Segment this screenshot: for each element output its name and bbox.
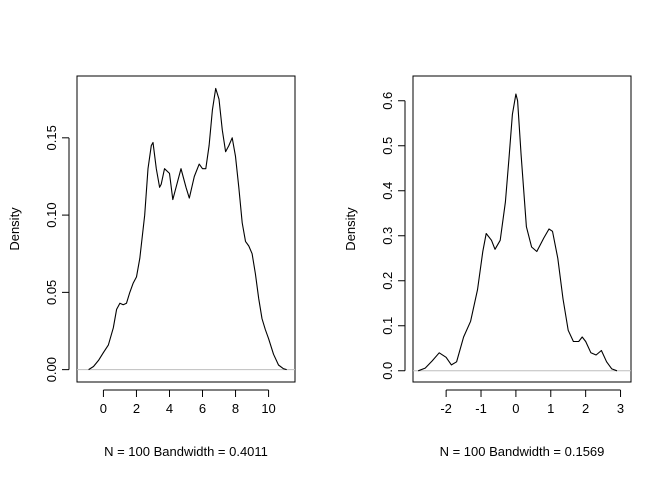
chart0-x-tick-label: 0 xyxy=(100,401,107,416)
chart0-y-tick-label: 0.05 xyxy=(44,280,59,305)
chart0-density-curve xyxy=(88,87,287,371)
chart1-y-tick-label: 0.3 xyxy=(380,227,395,245)
chart0-y-tick-label: 0.15 xyxy=(44,125,59,150)
chart1-plot-frame xyxy=(412,75,632,383)
chart0-x-axis-title: N = 100 Bandwidth = 0.4011 xyxy=(104,444,268,459)
chart1-y-tick-label: 0.1 xyxy=(380,317,395,335)
chart0-x-tick-label: 4 xyxy=(166,401,173,416)
chart1-x-tick-label: 0 xyxy=(512,401,519,416)
chart1-x-tick-label: 2 xyxy=(582,401,589,416)
chart1-y-tick-label: 0.0 xyxy=(380,362,395,380)
chart0-x-tick-label: 10 xyxy=(261,401,275,416)
chart1-y-tick-label: 0.4 xyxy=(380,182,395,200)
chart1-x-tick-label: 1 xyxy=(547,401,554,416)
chart1-y-tick-label: 0.5 xyxy=(380,137,395,155)
chart0-x-tick-label: 8 xyxy=(232,401,239,416)
chart0-panel: 0 2 4 6 8 10 0.00 0.05 0.10 0.15 N = 100 Bandwidth… xyxy=(7,75,296,459)
chart1-y-tick-label: 0.2 xyxy=(380,272,395,290)
chart0-x-tick-label: 2 xyxy=(133,401,140,416)
chart1-x-tick-label: -1 xyxy=(475,401,487,416)
chart1-x-tick-label: 3 xyxy=(617,401,624,416)
chart0-plot-frame xyxy=(76,75,296,383)
chart0-y-axis-title: Density xyxy=(7,207,22,251)
chart0-x-tick-label: 6 xyxy=(199,401,206,416)
chart1-x-axis-title: N = 100 Bandwidth = 0.1569 xyxy=(440,444,605,459)
chart0-y-tick-label: 0.10 xyxy=(44,202,59,227)
chart1-y-axis-title: Density xyxy=(343,207,358,251)
chart1-density-curve xyxy=(418,93,618,372)
chart0-y-tick-label: 0.00 xyxy=(44,357,59,382)
chart1-x-tick-label: -2 xyxy=(440,401,452,416)
chart1-y-tick-label: 0.6 xyxy=(380,92,395,110)
chart1-panel: -2 -1 0 1 2 3 0.0 0.1 0.2 0.3 0.4 0.5 0.6 N = 100 Ban… xyxy=(343,75,632,459)
